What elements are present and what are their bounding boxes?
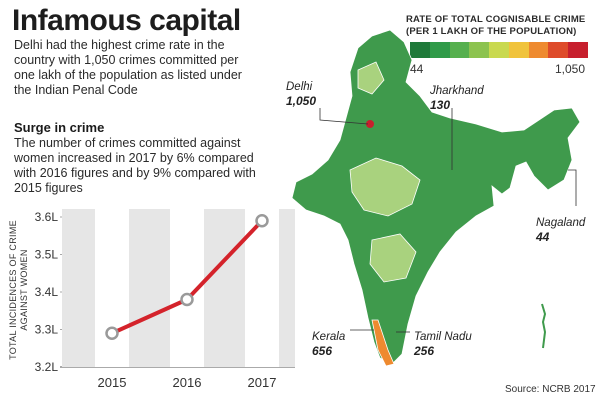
legend-swatch-2	[449, 42, 470, 58]
india-map	[291, 29, 581, 367]
map-label-jharkhand: Jharkhand 130	[430, 84, 484, 112]
legend-color-scale	[410, 42, 589, 58]
map-label-kerala-name: Kerala	[312, 331, 346, 343]
y-axis-title-line2: AGAINST WOMEN	[19, 249, 29, 330]
y-tick-label: 3.6L	[35, 210, 59, 224]
y-tick-label: 3.2L	[35, 360, 59, 374]
map-label-tamil-nadu-value: 256	[414, 344, 435, 358]
legend-swatch-6	[528, 42, 549, 58]
legend-swatch-8	[568, 42, 589, 58]
map-light-region-south	[369, 233, 417, 283]
map-label-kerala-value: 656	[312, 344, 333, 358]
chart-x-axis: 2015 2016 2017	[98, 375, 277, 390]
legend-swatch-3	[469, 42, 490, 58]
map-label-delhi-value: 1,050	[286, 94, 317, 108]
data-point-2016	[180, 292, 194, 307]
legend-swatch-7	[548, 42, 569, 58]
legend-swatch-5	[508, 42, 529, 58]
intro-text: Delhi had the highest crime rate in the …	[14, 38, 242, 97]
y-tick-label: 3.4L	[35, 285, 59, 299]
y-axis-title-line1: TOTAL INCIDENCES OF CRIME	[8, 220, 18, 360]
legend-swatch-4	[489, 42, 509, 58]
headline: Infamous capital	[12, 4, 241, 37]
chart-description: The number of crimes committed against w…	[14, 136, 259, 196]
map-label-nagaland-value: 44	[536, 230, 550, 244]
map-landmass	[291, 29, 581, 367]
x-tick-label: 2016	[173, 375, 202, 390]
map-label-tamil-nadu: Tamil Nadu 256	[414, 330, 472, 358]
chart-year-columns	[62, 209, 295, 367]
legend-swatch-0	[410, 42, 430, 58]
legend-title-line2: (PER 1 LAKH OF THE POPULATION)	[406, 26, 577, 37]
chart-description-text: The number of crimes committed against w…	[14, 136, 256, 195]
map-label-jharkhand-value: 130	[430, 98, 451, 112]
map-label-delhi: Delhi 1,050	[286, 80, 316, 108]
legend-title: RATE OF TOTAL COGNISABLE CRIME (PER 1 LA…	[406, 14, 606, 38]
chart-series	[105, 214, 269, 340]
data-point-2017	[255, 214, 269, 228]
map-light-region-central	[349, 157, 421, 217]
data-point-2015	[105, 326, 119, 340]
intro-paragraph: Delhi had the highest crime rate in the …	[14, 38, 259, 98]
map-delhi-marker	[366, 120, 374, 128]
chart-subheading: Surge in crime	[14, 120, 105, 135]
legend-swatch-1	[429, 42, 450, 58]
chart-y-axis: 3.2L 3.3L 3.4L 3.5L 3.6L	[35, 210, 59, 374]
legend-title-line1: RATE OF TOTAL COGNISABLE CRIME	[406, 14, 586, 25]
map-kerala	[371, 319, 395, 367]
year-column-2015	[95, 209, 129, 367]
y-tick-label: 3.5L	[35, 248, 59, 262]
x-tick-label: 2015	[98, 375, 127, 390]
map-label-nagaland-name: Nagaland	[536, 217, 586, 229]
source-note: Source: NCRB 2017	[505, 384, 596, 395]
map-light-region-north	[357, 61, 385, 95]
map-mainland	[291, 29, 581, 365]
legend-max-label: 1,050	[555, 62, 586, 76]
map-label-jharkhand-name: Jharkhand	[430, 85, 484, 97]
map-islands	[541, 303, 547, 349]
map-label-kerala: Kerala 656	[312, 330, 345, 358]
map-label-tamil-nadu-name: Tamil Nadu	[414, 331, 472, 343]
line-chart: 2015 2016 2017 3.2L 3.3L 3.4L 3.5L 3.6L TOTAL …	[8, 209, 295, 390]
legend-min-label: 44	[410, 62, 424, 76]
map-label-nagaland: Nagaland 44	[536, 216, 585, 244]
map-label-delhi-name: Delhi	[286, 81, 313, 93]
y-tick-label: 3.3L	[35, 323, 59, 337]
x-tick-label: 2017	[248, 375, 277, 390]
map-leader-lines	[319, 108, 577, 333]
